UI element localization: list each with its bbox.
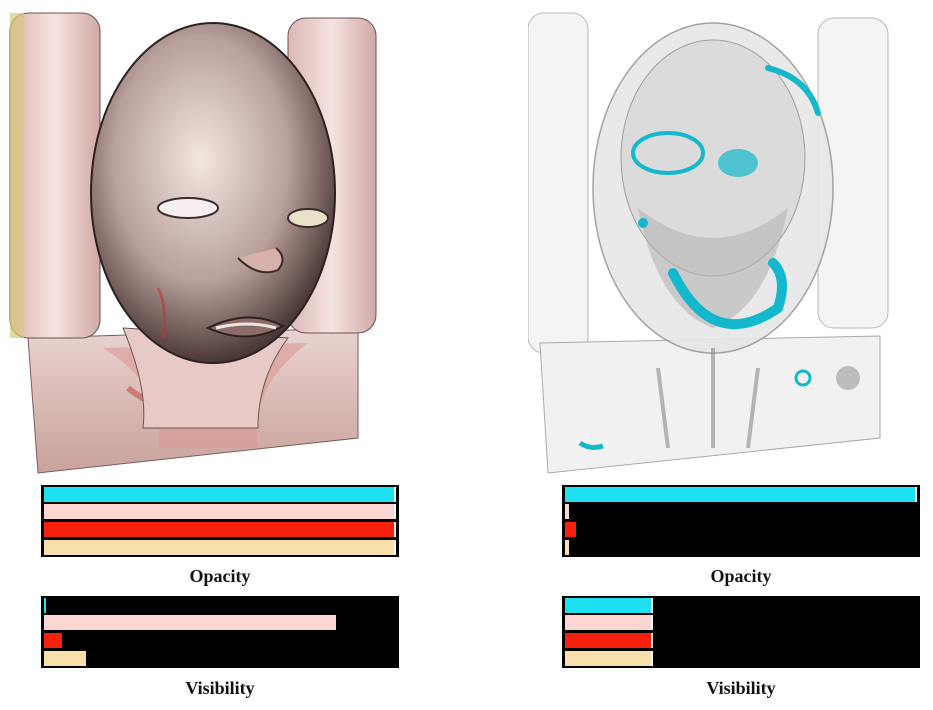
volume-render-skin-opaque (9, 12, 377, 474)
left-visibility-bar-cyan[interactable] (44, 598, 46, 613)
left-opacity-bar-red[interactable] (44, 522, 396, 537)
left-visibility-bar-tan[interactable] (44, 651, 86, 666)
right-visibility-panel (562, 596, 920, 668)
left-opacity-caption: Opacity (189, 566, 251, 586)
left-opacity-panel (41, 485, 399, 557)
right-opacity-bar-tan[interactable] (565, 540, 569, 555)
left-visibility-bar-red[interactable] (44, 633, 62, 648)
right-visibility-bar-tan[interactable] (565, 651, 653, 666)
volume-render-skull-transparent (528, 12, 889, 474)
left-visibility-caption: Visibility (185, 678, 255, 698)
right-opacity-panel (562, 485, 920, 557)
right-visibility-bar-pink[interactable] (565, 615, 653, 630)
left-visibility-panel (41, 596, 399, 668)
right-opacity-bar-cyan[interactable] (565, 487, 917, 502)
right-visibility-bar-cyan[interactable] (565, 598, 653, 613)
left-opacity-bar-cyan[interactable] (44, 487, 396, 502)
right-visibility-bar-red[interactable] (565, 633, 653, 648)
right-opacity-caption: Opacity (710, 566, 772, 586)
left-opacity-bar-pink[interactable] (44, 504, 396, 519)
right-visibility-caption: Visibility (706, 678, 776, 698)
left-opacity-bar-tan[interactable] (44, 540, 396, 555)
right-opacity-bar-pink[interactable] (565, 504, 569, 519)
left-visibility-bar-pink[interactable] (44, 615, 336, 630)
right-opacity-bar-red[interactable] (565, 522, 576, 537)
